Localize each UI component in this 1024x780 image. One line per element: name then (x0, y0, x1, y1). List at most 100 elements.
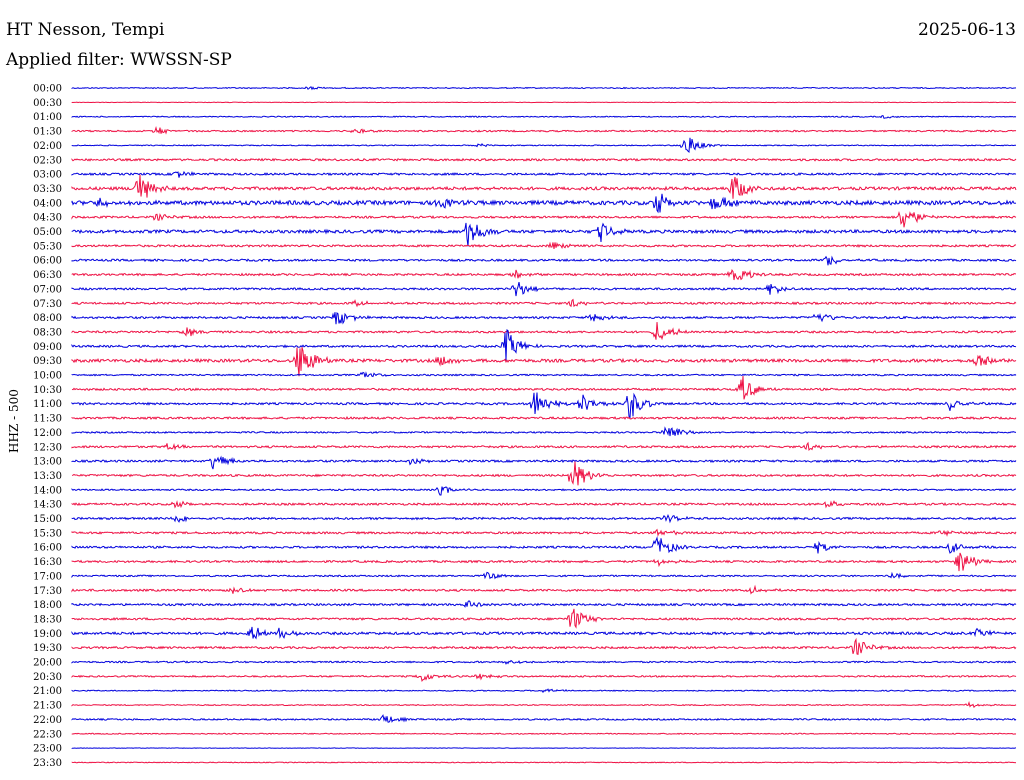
hour-tick-label: 20:00 (33, 658, 62, 669)
hour-tick-label: 15:30 (33, 528, 62, 539)
date-label: 2025-06-13 (917, 20, 1016, 40)
hour-tick-label: 12:00 (33, 428, 62, 439)
hour-tick-label: 20:30 (33, 672, 62, 683)
seismic-trace (71, 101, 1017, 104)
seismic-trace (71, 761, 1017, 764)
header: HT Nesson, Tempi Applied filter: WWSSN-S… (0, 0, 1024, 80)
hour-tick-label: 01:30 (33, 127, 62, 138)
seismic-trace (71, 241, 1017, 250)
hour-tick-label: 04:30 (33, 213, 62, 224)
hour-tick-label: 17:30 (33, 586, 62, 597)
hour-tick-label: 04:00 (33, 198, 62, 209)
hour-tick-label: 14:30 (33, 500, 62, 511)
hour-tick-label: 18:00 (33, 600, 62, 611)
hour-tick-label: 21:00 (33, 686, 62, 697)
seismic-trace (71, 528, 1017, 537)
seismic-trace (71, 673, 1017, 683)
seismic-trace (71, 600, 1017, 608)
seismic-trace (71, 441, 1017, 451)
hour-tick-label: 02:30 (33, 155, 62, 166)
seismic-trace (71, 125, 1017, 135)
seismic-trace (71, 174, 1017, 199)
seismic-trace (71, 312, 1017, 325)
hour-tick-label: 09:30 (33, 356, 62, 367)
hour-tick-label: 16:30 (33, 557, 62, 568)
hour-tick-label: 11:30 (33, 414, 62, 425)
hour-tick-label: 23:00 (33, 744, 62, 755)
hour-tick-label: 07:30 (33, 299, 62, 310)
hour-tick-label: 13:30 (33, 471, 62, 482)
seismic-trace (71, 137, 1017, 154)
hour-tick-label: 12:30 (33, 442, 62, 453)
hour-tick-label: 09:00 (33, 342, 62, 353)
hour-tick-label: 08:30 (33, 327, 62, 338)
seismic-trace (71, 461, 1017, 486)
seismic-trace (71, 322, 1016, 341)
seismic-trace (71, 626, 1017, 640)
hour-tick-label: 03:30 (33, 184, 62, 195)
seismic-trace (71, 500, 1017, 509)
hour-tick-label: 10:00 (33, 371, 62, 382)
hour-tick-label: 21:30 (33, 701, 62, 712)
seismic-trace (71, 392, 1017, 419)
hour-tick-label: 06:30 (33, 270, 62, 281)
hour-tick-label: 08:00 (33, 313, 62, 324)
seismic-trace (71, 193, 1017, 214)
seismic-trace (71, 584, 1017, 595)
seismic-trace (71, 536, 1017, 554)
seismic-trace (71, 701, 1017, 709)
hour-tick-label: 02:00 (33, 141, 62, 152)
seismic-trace (71, 552, 1017, 572)
seismic-trace (71, 210, 1017, 228)
seismic-trace (71, 86, 1017, 91)
hour-tick-label: 06:00 (33, 256, 62, 267)
seismic-trace (71, 222, 1017, 247)
seismic-trace (71, 514, 1017, 524)
seismic-trace (71, 347, 1017, 377)
seismic-trace (71, 659, 1017, 665)
hour-tick-label: 15:00 (33, 514, 62, 525)
hour-tick-label: 03:00 (33, 170, 62, 181)
hour-tick-label: 17:00 (33, 571, 62, 582)
station-title: HT Nesson, Tempi (6, 20, 165, 40)
seismic-trace (71, 571, 1017, 580)
hour-tick-label: 16:00 (33, 543, 62, 554)
seismic-trace (71, 608, 1016, 629)
hour-tick-label: 13:00 (33, 457, 62, 468)
seismic-trace (71, 375, 1017, 400)
hour-tick-label: 23:30 (33, 758, 62, 769)
seismic-trace (71, 115, 1017, 119)
hour-tick-label: 19:00 (33, 629, 62, 640)
seismic-trace (71, 371, 1017, 378)
seismic-trace (71, 732, 1017, 735)
seismic-trace (71, 486, 1016, 496)
seismic-trace (71, 329, 1017, 361)
hour-tick-label: 22:30 (33, 729, 62, 740)
hour-tick-label: 11:00 (33, 399, 62, 410)
seismic-trace (71, 455, 1017, 470)
seismic-trace (71, 637, 1017, 655)
hour-tick-label: 10:30 (33, 385, 62, 396)
seismic-trace (71, 298, 1017, 308)
seismic-trace (71, 269, 1016, 281)
hour-tick-label: 18:30 (33, 614, 62, 625)
filter-label: Applied filter: WWSSN-SP (6, 50, 232, 70)
hour-tick-label: 19:30 (33, 643, 62, 654)
seismic-trace (71, 416, 1017, 421)
seismic-trace (71, 255, 1017, 266)
hour-tick-label: 22:00 (33, 715, 62, 726)
seismic-trace (71, 157, 1017, 162)
hour-tick-label: 00:00 (33, 84, 62, 95)
hour-tick-label: 01:00 (33, 112, 62, 123)
hour-tick-label: 07:00 (33, 284, 62, 295)
hour-tick-label: 05:30 (33, 241, 62, 252)
seismic-trace (71, 688, 1017, 694)
seismic-trace (71, 714, 1017, 723)
seismic-trace (71, 426, 1017, 437)
hour-tick-label: 00:30 (33, 98, 62, 109)
seismic-trace (71, 281, 1017, 297)
seismic-trace (71, 170, 1017, 178)
hour-tick-label: 14:00 (33, 485, 62, 496)
hour-tick-label: 05:00 (33, 227, 62, 238)
